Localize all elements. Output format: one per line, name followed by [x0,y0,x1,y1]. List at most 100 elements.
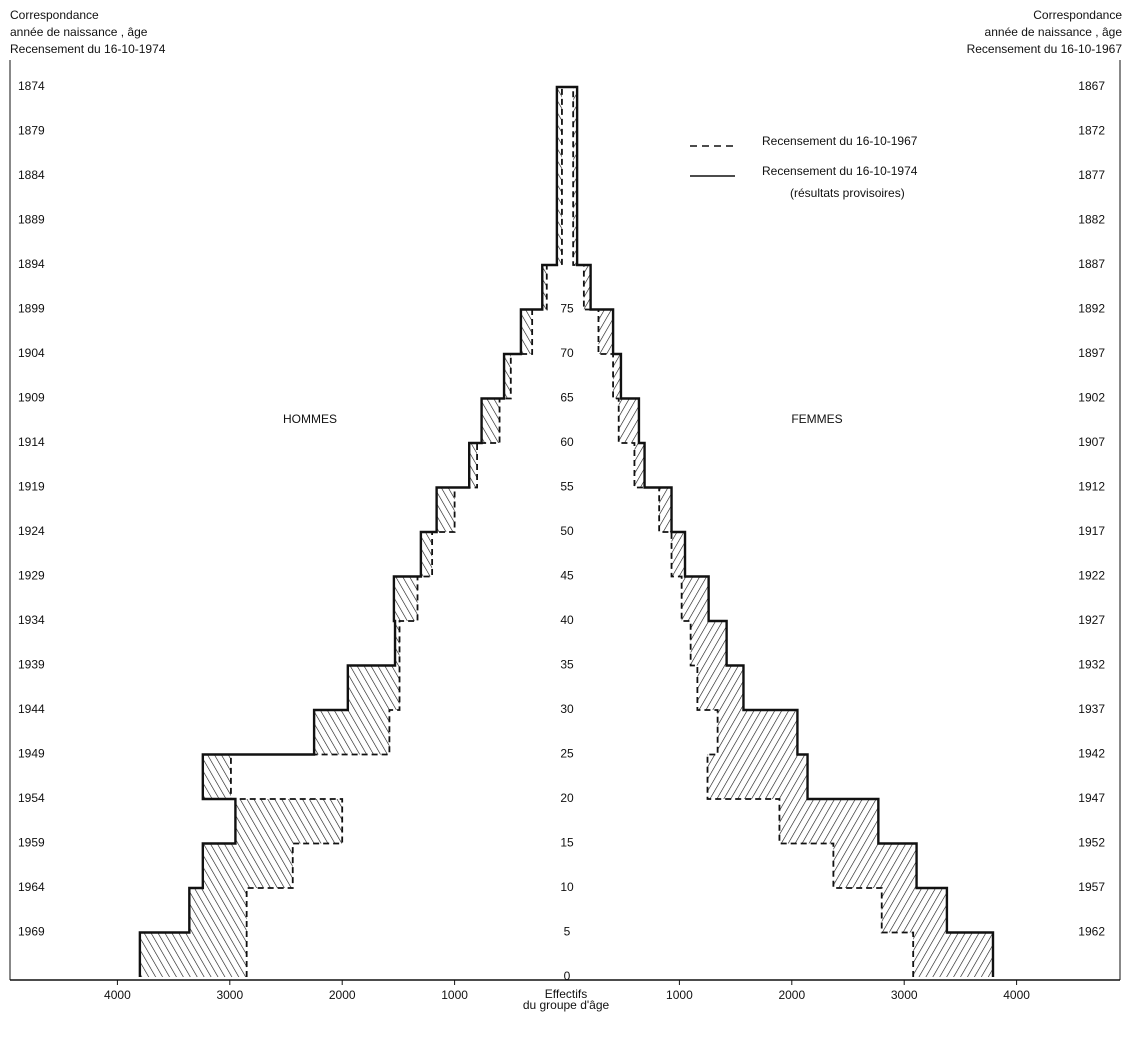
left-year: 1924 [18,524,45,538]
age-tick-label: 10 [560,880,574,894]
right-year: 1937 [1078,702,1105,716]
age-label-bg [560,837,574,850]
left-year: 1944 [18,702,45,716]
right-year: 1912 [1078,480,1105,494]
age-label-bg [560,659,574,672]
right-year: 1922 [1078,569,1105,583]
right-year: 1887 [1078,257,1105,271]
age-label-bg [560,748,574,761]
x-tick-label: 1000 [441,988,468,1002]
age-label-bg [560,437,574,449]
hatched-difference [634,443,645,488]
age-tick-label: 5 [564,925,571,939]
census-outline-solid [567,85,995,977]
left-year: 1934 [18,613,45,627]
right-year: 1897 [1078,346,1105,360]
left-year: 1909 [18,391,45,405]
age-label-bg [560,348,574,360]
right-header: année de naissance , âge [985,25,1123,39]
side-label: FEMMES [791,412,842,426]
x-tick-label: 3000 [216,988,243,1002]
age-tick-label: 55 [560,480,574,494]
right-year: 1932 [1078,658,1105,672]
x-tick-label: 4000 [1003,988,1030,1002]
age-label-bg [560,882,574,894]
x-axis-label: du groupe d'âge [523,998,610,1012]
hatched-difference [583,265,591,310]
hatched-difference [681,576,709,621]
legend-label: Recensement du 16-10-1967 [762,134,918,148]
hatched-difference [189,888,247,933]
hatched-difference [573,87,578,132]
census-outline-solid [138,85,567,977]
hatched-difference [779,799,879,844]
age-tick-label: 0 [564,969,571,983]
hatched-difference [690,621,727,666]
age-label-bg [560,481,574,494]
hatched-difference [697,665,744,710]
right-year: 1962 [1078,925,1105,939]
hatched-difference [671,532,686,577]
left-year: 1919 [18,480,45,494]
hatched-difference [395,621,400,666]
hatched-difference [202,843,293,888]
right-year: 1952 [1078,836,1105,850]
age-label-bg [560,793,574,805]
age-label-bg [560,526,574,538]
right-year: 1917 [1078,524,1105,538]
hatched-difference [659,487,672,532]
left-year: 1879 [18,124,45,138]
hatched-difference [235,799,343,844]
left-year: 1964 [18,880,45,894]
left-year: 1894 [18,257,45,271]
age-tick-label: 65 [560,391,574,405]
age-tick-label: 30 [560,702,574,716]
hatched-difference [556,131,562,176]
hatched-difference [347,665,400,710]
left-header: Correspondance [10,8,99,22]
hatched-difference [556,176,562,221]
right-year: 1927 [1078,613,1105,627]
legend-label: Recensement du 16-10-1974 [762,164,918,178]
hatched-difference [504,354,511,399]
hatched-difference [707,754,808,799]
left-year: 1889 [18,213,45,227]
hatched-difference [833,843,917,888]
age-label-bg [560,926,574,939]
x-tick-label: 3000 [891,988,918,1002]
left-year: 1954 [18,791,45,805]
left-year: 1874 [18,79,45,93]
x-tick-label: 4000 [104,988,131,1002]
x-tick-label: 2000 [778,988,805,1002]
hatched-difference [913,932,993,977]
hatched-difference [393,576,418,621]
hatched-difference [481,398,500,443]
census-outline-dashed [230,86,567,977]
left-year: 1899 [18,302,45,316]
age-tick-label: 15 [560,836,574,850]
left-header: année de naissance , âge [10,25,148,39]
age-label-bg [560,615,574,627]
side-label: HOMMES [283,412,337,426]
left-year: 1884 [18,168,45,182]
hatched-difference [520,309,533,354]
age-tick-label: 75 [560,302,574,316]
right-header: Correspondance [1033,8,1122,22]
hatched-difference [202,754,231,799]
hatched-difference [613,354,621,399]
hatched-difference [314,710,390,755]
x-tick-label: 2000 [329,988,356,1002]
hatched-difference [881,888,947,933]
hatched-difference [542,265,547,310]
right-year: 1907 [1078,435,1105,449]
right-year: 1947 [1078,791,1105,805]
left-year: 1969 [18,925,45,939]
hatched-difference [556,87,562,132]
left-header: Recensement du 16-10-1974 [10,42,166,56]
right-header: Recensement du 16-10-1967 [967,42,1123,56]
hatched-difference [556,220,562,265]
age-tick-label: 20 [560,791,574,805]
census-outline-dashed [567,86,915,977]
